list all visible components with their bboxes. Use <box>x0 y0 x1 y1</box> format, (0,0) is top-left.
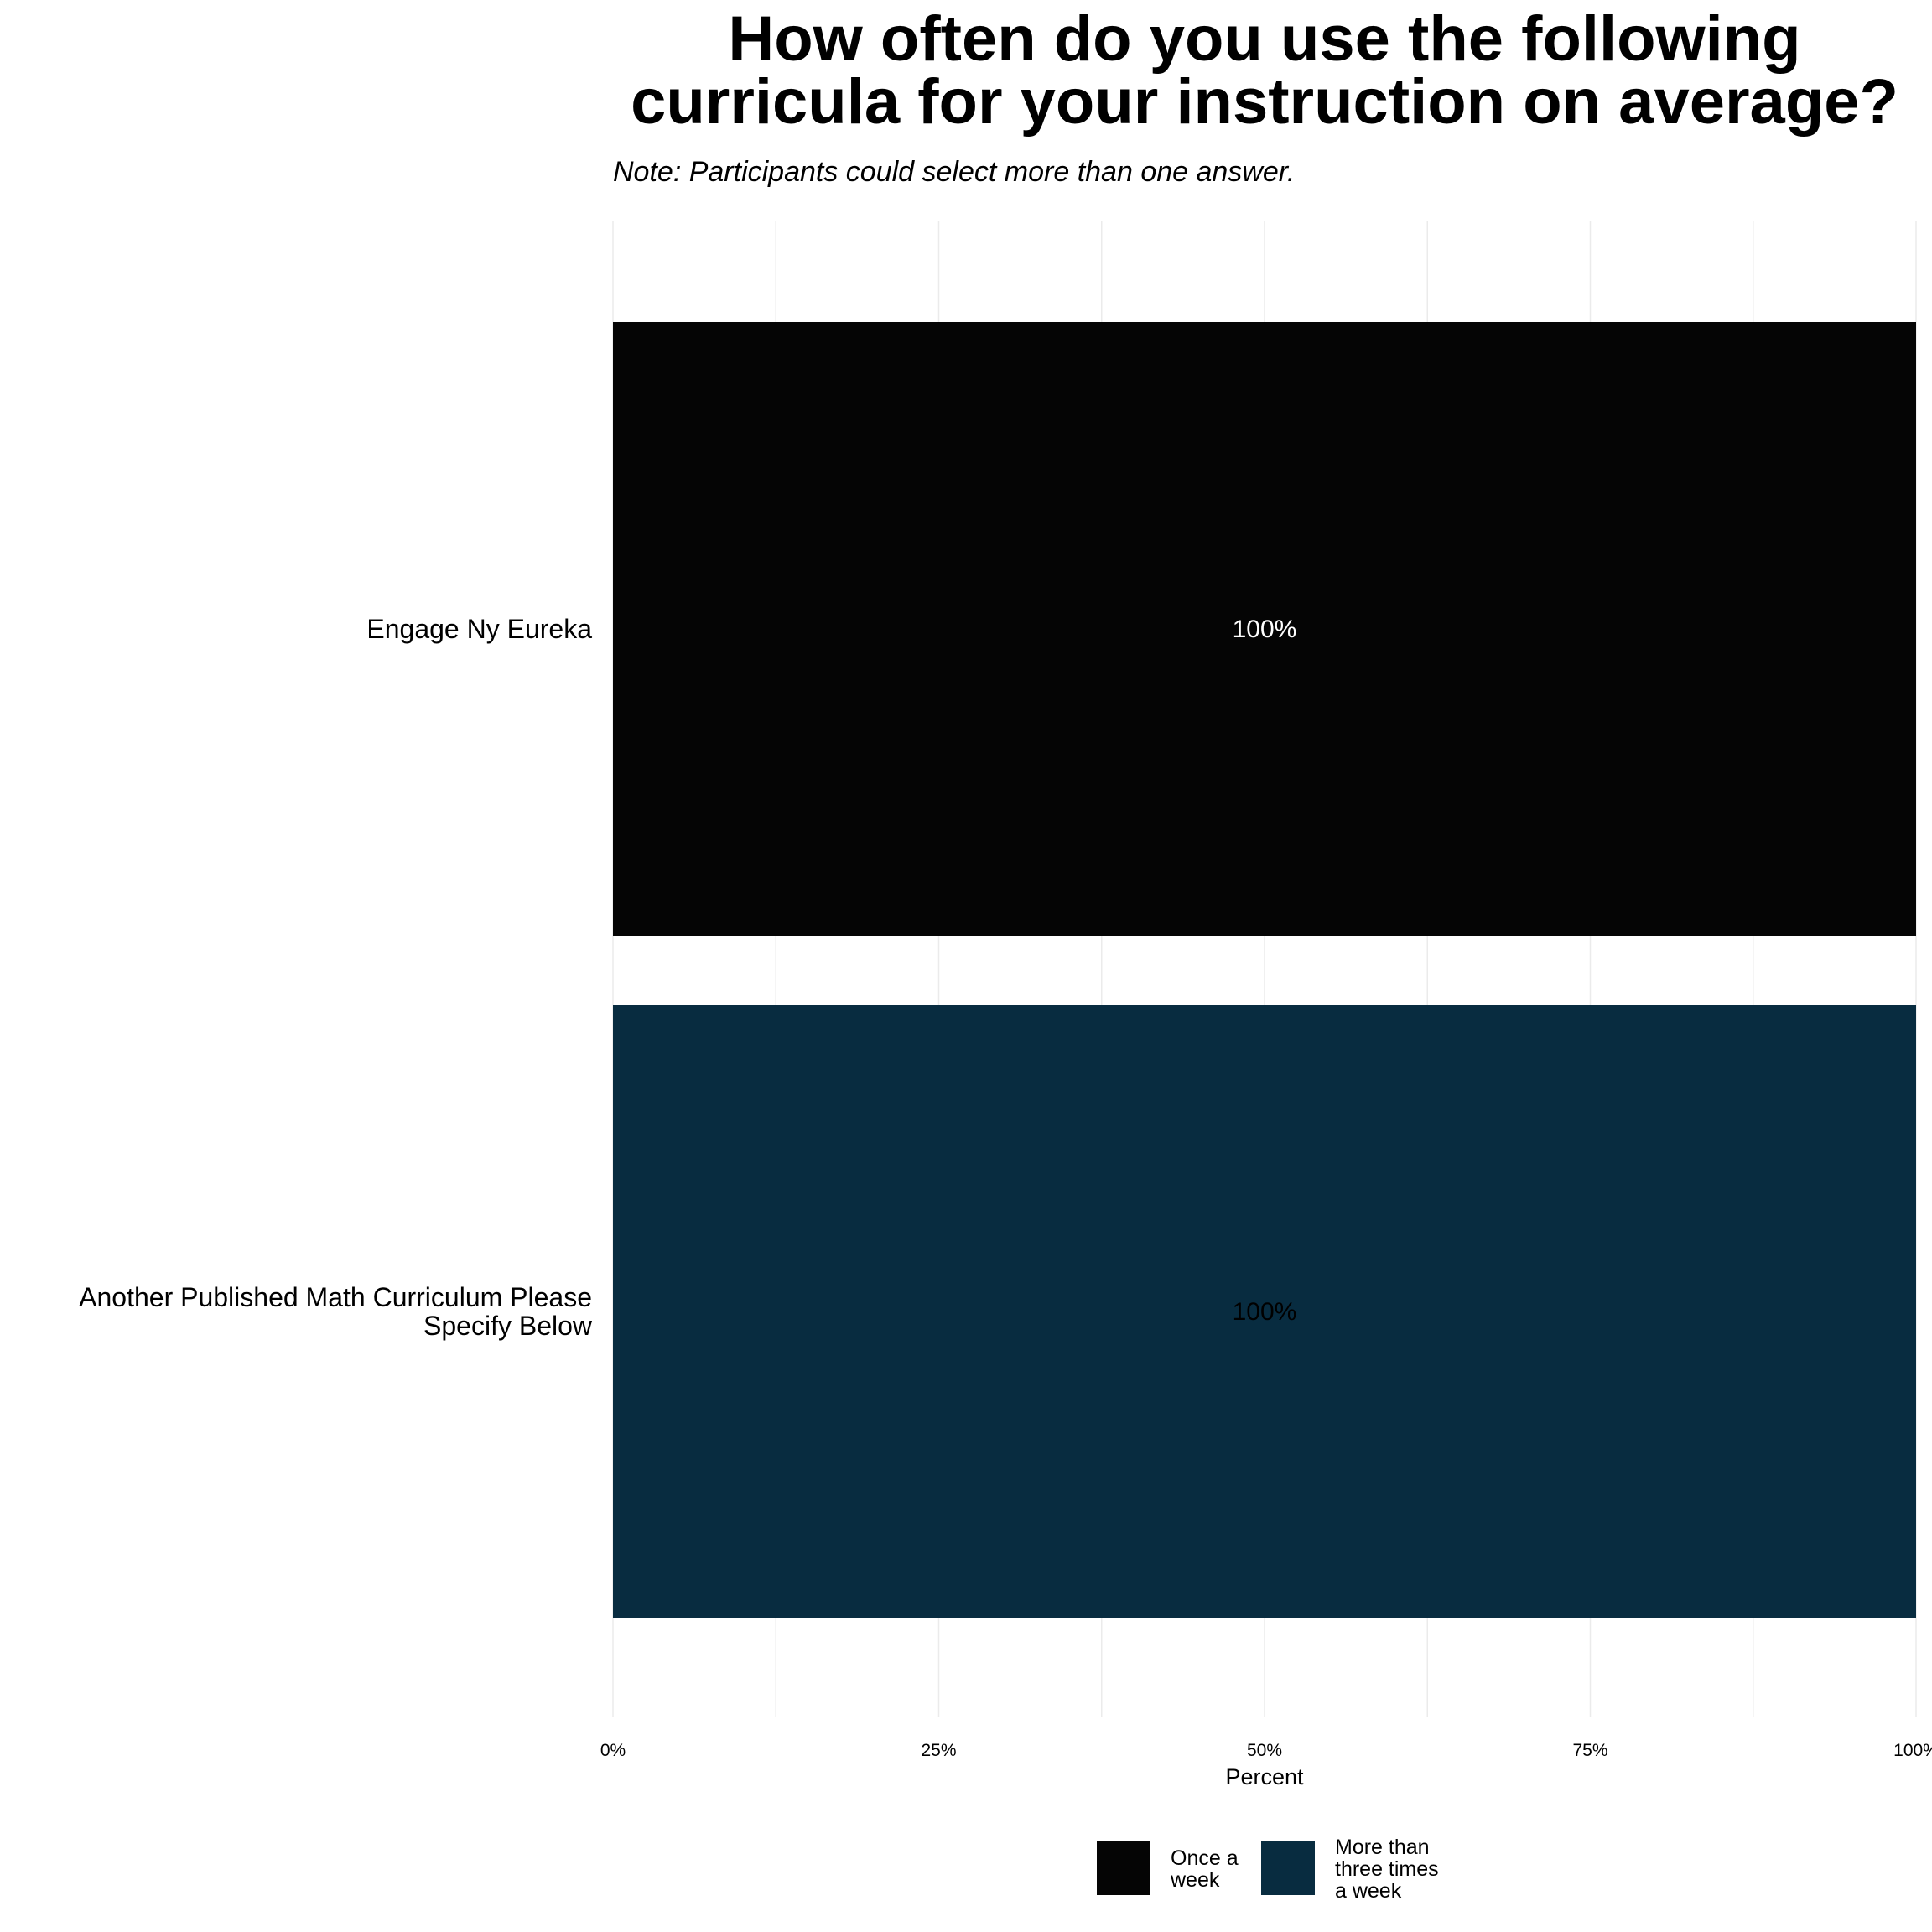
bar <box>613 1005 1916 1618</box>
category-label: Another Published Math Curriculum Please <box>79 1282 592 1312</box>
category-label: Engage Ny Eureka <box>366 614 592 644</box>
x-tick-label: 50% <box>1247 1741 1282 1760</box>
chart-title-line: How often do you use the following <box>728 3 1800 75</box>
legend-label: More than <box>1335 1836 1430 1859</box>
bar-value-label: 100% <box>1233 615 1297 643</box>
legend-label: Once a <box>1171 1846 1239 1870</box>
x-tick-label: 25% <box>921 1741 956 1760</box>
x-tick-label: 100% <box>1893 1741 1932 1760</box>
bar-value-label: 100% <box>1233 1298 1297 1326</box>
legend-key <box>1261 1841 1315 1895</box>
category-label: Specify Below <box>423 1311 593 1341</box>
legend-label: three times <box>1335 1857 1439 1881</box>
x-tick-label: 75% <box>1572 1741 1607 1760</box>
bars <box>613 322 1916 1618</box>
chart-text: How often do you use the followingcurric… <box>79 3 1932 1789</box>
legend-key <box>1097 1841 1150 1895</box>
bar <box>613 322 1916 936</box>
legend-label: week <box>1170 1868 1220 1892</box>
legend-label: a week <box>1335 1879 1402 1903</box>
data-labels: 100% 100% <box>1233 615 1297 1326</box>
chart-title-line: curricula for your instruction on averag… <box>631 66 1898 138</box>
x-tick-label: 0% <box>600 1741 626 1760</box>
x-axis-title: Percent <box>1225 1764 1304 1789</box>
chart-subtitle: Note: Participants could select more tha… <box>613 156 1295 188</box>
